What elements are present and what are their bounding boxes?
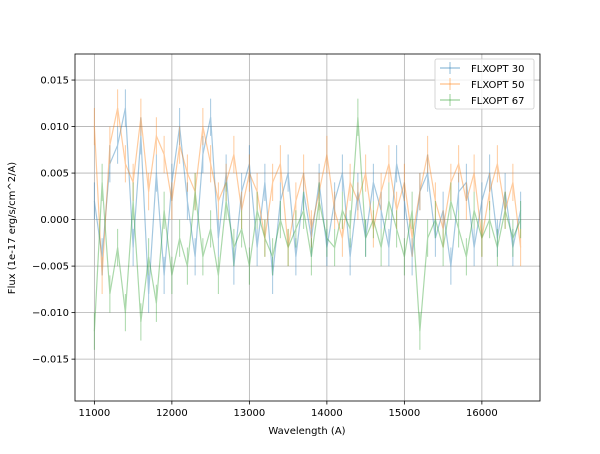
series-line — [93, 117, 522, 332]
y-tick-label: 0.010 — [40, 122, 69, 133]
y-tick-label: 0.000 — [40, 215, 69, 226]
legend-label: FLXOPT 50 — [471, 80, 524, 91]
legend-item: FLXOPT 30 — [440, 62, 524, 75]
y-tick-label: 0.005 — [40, 169, 69, 180]
axes-frame — [74, 53, 541, 402]
series-line — [93, 107, 522, 276]
series-flxopt-50 — [93, 89, 522, 295]
y-tick-label: 0.015 — [40, 76, 69, 87]
y-axis-label: Flux (1e-17 erg/s/cm^2/A) — [7, 162, 18, 294]
x-tick-label: 16000 — [466, 408, 498, 419]
x-tick-label: 12000 — [156, 408, 188, 419]
y-tick-label: −0.005 — [32, 262, 69, 273]
legend-label: FLXOPT 67 — [471, 96, 524, 107]
y-tick-label: −0.015 — [32, 355, 69, 366]
x-tick-label: 14000 — [311, 408, 343, 419]
y-tick-label: −0.010 — [32, 308, 69, 319]
grid — [75, 54, 540, 401]
plot-area — [93, 89, 522, 350]
legend-frame — [434, 58, 535, 110]
series-line — [93, 107, 522, 295]
series-flxopt-67 — [93, 98, 522, 350]
legend-item: FLXOPT 50 — [440, 78, 524, 91]
x-tick-label: 13000 — [233, 408, 265, 419]
series-flxopt-30 — [93, 89, 522, 313]
legend-label: FLXOPT 30 — [471, 64, 524, 75]
x-axis-label: Wavelength (A) — [268, 426, 345, 437]
x-tick-label: 11000 — [78, 408, 110, 419]
legend: FLXOPT 30 FLXOPT 50 FLXOPT 67 — [434, 58, 535, 110]
x-tick-label: 15000 — [388, 408, 420, 419]
ticks: 11000 12000 13000 14000 15000 16000 0.015 0.010… — [32, 76, 498, 419]
legend-item: FLXOPT 67 — [440, 94, 524, 107]
